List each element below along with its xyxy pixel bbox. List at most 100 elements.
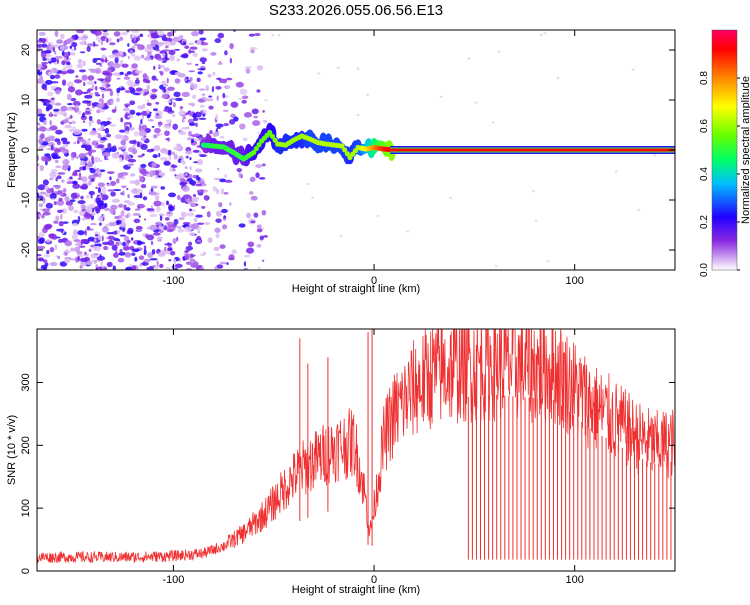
noise-blob	[74, 243, 83, 246]
y-tick-label: -20	[20, 242, 32, 258]
noise-blob	[193, 217, 198, 223]
noise-blob	[171, 114, 176, 118]
noise-blob	[146, 79, 151, 84]
noise-blob	[103, 102, 108, 108]
noise-blob	[221, 224, 228, 230]
signal-core	[339, 143, 345, 149]
noise-blob	[198, 30, 204, 35]
noise-blob	[111, 109, 117, 113]
noise-blob	[143, 56, 152, 61]
noise-blob	[189, 157, 192, 161]
noise-blob	[127, 55, 131, 60]
noise-blob	[49, 125, 58, 131]
noise-blob	[77, 59, 83, 64]
figure-title: S233.2026.055.06.56.E13	[269, 2, 443, 19]
noise-blob	[181, 118, 185, 123]
noise-blob	[39, 191, 47, 195]
noise-blob	[211, 85, 215, 93]
noise-dot	[311, 196, 314, 199]
noise-blob	[144, 218, 147, 221]
noise-blob	[66, 61, 71, 66]
noise-dot	[257, 131, 261, 134]
noise-blob	[165, 54, 168, 61]
noise-blob	[169, 54, 175, 61]
noise-blob	[95, 94, 101, 97]
noise-blob	[61, 51, 65, 56]
noise-blob	[136, 240, 142, 246]
noise-blob	[63, 112, 67, 117]
noise-blob	[178, 110, 187, 116]
noise-blob	[56, 175, 62, 180]
noise-blob	[44, 185, 49, 190]
noise-blob	[110, 191, 116, 197]
noise-blob	[125, 207, 131, 211]
noise-blob	[174, 174, 177, 177]
y-tick-label: 100	[20, 499, 32, 517]
noise-blob	[140, 137, 147, 141]
noise-blob	[164, 217, 170, 221]
noise-blob	[151, 75, 157, 81]
noise-blob	[95, 267, 99, 270]
noise-blob	[153, 134, 158, 139]
noise-blob	[70, 97, 77, 102]
noise-blob	[185, 245, 194, 251]
noise-blob	[60, 105, 68, 112]
noise-blob	[162, 52, 166, 57]
noise-blob	[186, 62, 193, 65]
noise-blob	[251, 108, 259, 115]
noise-blob	[186, 212, 195, 217]
noise-blob	[70, 151, 76, 158]
noise-blob	[104, 76, 112, 83]
noise-blob	[176, 226, 182, 229]
noise-blob	[139, 33, 144, 38]
noise-blob	[196, 189, 204, 193]
noise-blob	[66, 103, 73, 106]
noise-blob	[114, 134, 123, 140]
noise-blob	[261, 163, 266, 167]
noise-blob	[55, 88, 61, 95]
noise-blob	[212, 132, 218, 138]
noise-blob	[100, 58, 104, 62]
noise-blob	[212, 186, 218, 192]
noise-blob	[69, 52, 76, 56]
noise-blob	[152, 154, 158, 159]
noise-blob	[213, 177, 221, 180]
noise-blob	[64, 196, 70, 202]
spectrogram-ylabel: Frequency (Hz)	[6, 112, 18, 188]
noise-blob	[168, 155, 172, 161]
noise-blob	[254, 33, 261, 37]
noise-blob	[127, 158, 137, 163]
noise-blob	[87, 80, 94, 86]
noise-blob	[39, 164, 44, 172]
noise-blob	[228, 254, 235, 261]
noise-blob	[116, 97, 120, 103]
noise-blob	[70, 247, 75, 252]
noise-blob	[66, 69, 75, 74]
noise-blob	[77, 230, 85, 236]
noise-blob	[165, 138, 170, 141]
noise-blob	[253, 115, 258, 119]
noise-blob	[131, 237, 134, 241]
noise-blob	[190, 262, 199, 268]
noise-blob	[244, 66, 252, 69]
noise-blob	[66, 93, 72, 101]
noise-blob	[81, 217, 87, 221]
noise-blob	[60, 33, 65, 40]
noise-blob	[119, 36, 124, 41]
noise-blob	[207, 237, 213, 243]
noise-blob	[163, 161, 171, 166]
noise-blob	[187, 241, 193, 247]
noise-blob	[101, 54, 106, 59]
noise-blob	[159, 71, 164, 76]
y-tick-label: 20	[20, 44, 32, 56]
noise-blob	[196, 222, 205, 225]
noise-blob	[194, 168, 203, 173]
noise-blob	[116, 38, 120, 43]
noise-blob	[154, 265, 159, 270]
noise-blob	[148, 170, 157, 176]
noise-dot	[339, 235, 343, 238]
noise-blob	[146, 234, 155, 241]
noise-blob	[241, 99, 247, 104]
noise-blob	[101, 235, 104, 242]
